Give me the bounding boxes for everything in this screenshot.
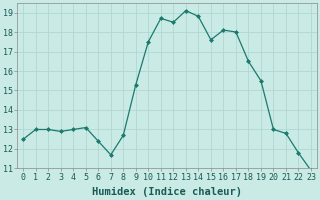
X-axis label: Humidex (Indice chaleur): Humidex (Indice chaleur) xyxy=(92,187,242,197)
